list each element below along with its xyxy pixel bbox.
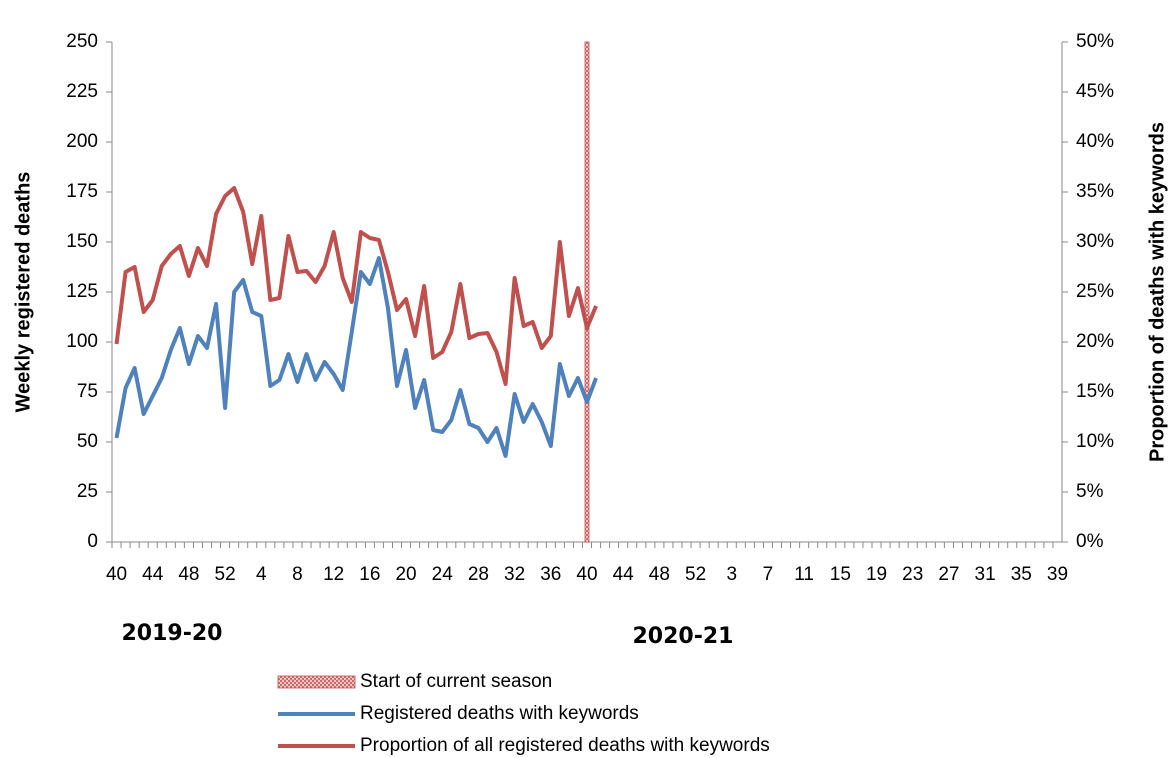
legend-label: Proportion of all registered deaths with… xyxy=(360,735,770,756)
y-tick-label: 50 xyxy=(77,431,98,452)
y2-tick-label: 50% xyxy=(1076,31,1114,52)
series-line xyxy=(114,256,598,458)
x-tick-label: 31 xyxy=(975,564,996,585)
y-tick-label: 0 xyxy=(87,531,98,552)
x-tick-label: 11 xyxy=(794,564,814,585)
x-tick-label: 7 xyxy=(763,564,774,585)
y-tick-label: 125 xyxy=(66,281,98,302)
y2-tick-label: 0% xyxy=(1076,531,1104,552)
y2-axis-title: Proportion of deaths with keywords xyxy=(1146,122,1168,462)
y-tick-label: 225 xyxy=(66,81,98,102)
y2-tick-label: 35% xyxy=(1076,181,1114,202)
x-tick-label: 12 xyxy=(323,564,344,585)
y-tick-label: 200 xyxy=(66,131,98,152)
y-tick-label: 175 xyxy=(66,181,98,202)
y2-tick-label: 40% xyxy=(1076,131,1114,152)
x-tick-label: 20 xyxy=(395,564,416,585)
x-tick-label: 40 xyxy=(576,564,597,585)
season-start-line xyxy=(584,41,590,543)
x-tick-label: 23 xyxy=(902,564,923,585)
series-line xyxy=(114,186,598,386)
y2-tick-label: 30% xyxy=(1076,231,1114,252)
x-tick-label: 3 xyxy=(726,564,737,585)
y-tick-label: 25 xyxy=(77,481,98,502)
x-tick-label: 8 xyxy=(292,564,303,585)
x-tick-label: 48 xyxy=(178,564,199,585)
y-tick-label: 75 xyxy=(77,381,98,402)
y-axis-title: Weekly registered deaths xyxy=(12,172,34,413)
x-tick-label: 52 xyxy=(685,564,706,585)
x-tick-label: 44 xyxy=(142,564,164,585)
x-tick-label: 32 xyxy=(504,564,525,585)
x-tick-label: 35 xyxy=(1011,564,1032,585)
x-tick-label: 28 xyxy=(468,564,489,585)
legend-label: Start of current season xyxy=(360,671,552,692)
x-tick-label: 52 xyxy=(215,564,236,585)
x-tick-label: 48 xyxy=(649,564,670,585)
legend-swatch xyxy=(277,675,356,689)
x-tick-label: 44 xyxy=(613,564,635,585)
legend-label: Registered deaths with keywords xyxy=(360,703,639,724)
y2-tick-label: 15% xyxy=(1076,381,1114,402)
x-tick-label: 4 xyxy=(256,564,267,585)
x-tick-label: 27 xyxy=(938,564,959,585)
y-tick-label: 100 xyxy=(66,331,98,352)
x-tick-label: 36 xyxy=(540,564,561,585)
x-tick-label: 40 xyxy=(106,564,127,585)
x-tick-label: 24 xyxy=(432,564,454,585)
y2-tick-label: 25% xyxy=(1076,281,1114,302)
y-tick-label: 150 xyxy=(66,231,98,252)
y-tick-label: 250 xyxy=(66,31,98,52)
x-tick-label: 16 xyxy=(359,564,380,585)
x-tick-label: 15 xyxy=(830,564,851,585)
season-label: 2019-20 xyxy=(122,621,223,646)
y2-tick-label: 10% xyxy=(1076,431,1114,452)
season-label: 2020-21 xyxy=(633,624,734,649)
x-tick-label: 19 xyxy=(866,564,887,585)
y2-tick-label: 5% xyxy=(1076,481,1104,502)
y2-tick-label: 45% xyxy=(1076,81,1114,102)
x-tick-label: 39 xyxy=(1047,564,1068,585)
y2-tick-label: 20% xyxy=(1076,331,1114,352)
